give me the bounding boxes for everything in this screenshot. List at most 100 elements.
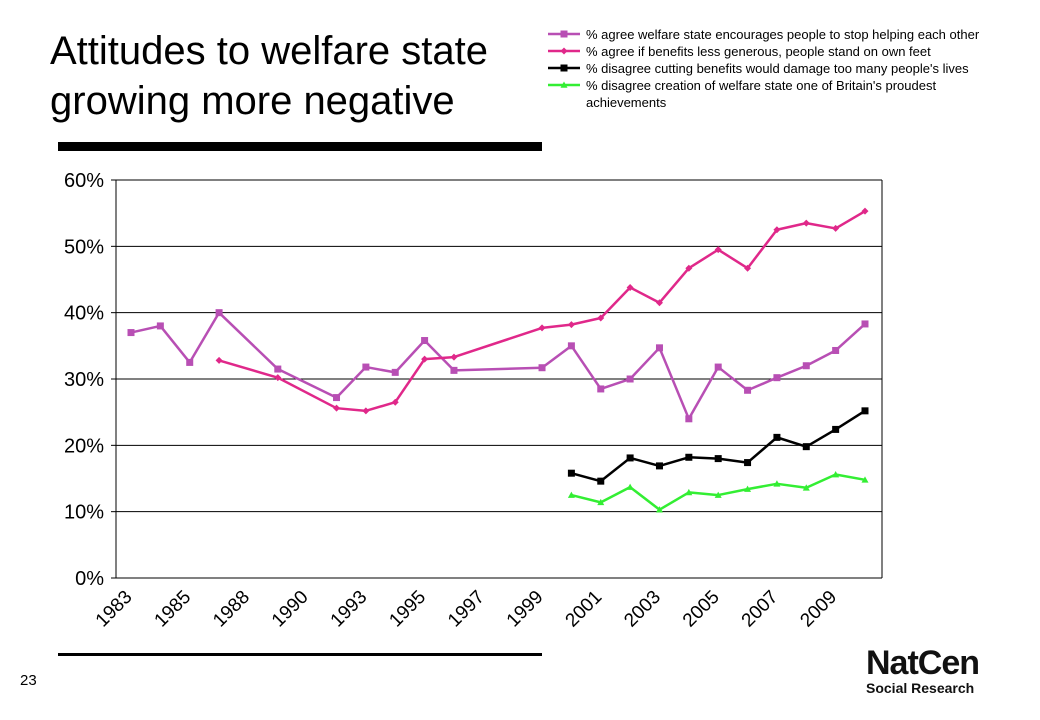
legend-swatch (548, 47, 580, 55)
point (655, 506, 663, 513)
x-tick-label: 1988 (209, 587, 254, 632)
point (714, 455, 722, 463)
point (714, 363, 722, 371)
point (802, 362, 810, 370)
point (744, 264, 752, 272)
line-segment (805, 473, 837, 489)
point (567, 342, 575, 350)
line-segment (188, 312, 221, 364)
point (744, 485, 752, 492)
line-segment (835, 210, 866, 230)
point (802, 219, 810, 227)
point (215, 356, 223, 364)
legend-marker (560, 47, 568, 55)
y-tick-label: 30% (64, 369, 104, 391)
point (861, 320, 869, 328)
line-segment (365, 365, 396, 374)
point (597, 498, 605, 506)
line-segment (717, 366, 749, 392)
point (391, 368, 399, 376)
line-segment (717, 487, 748, 497)
point (186, 358, 194, 366)
point (832, 471, 840, 478)
legend-label: % disagree creation of welfare state one… (586, 78, 937, 110)
point (567, 469, 575, 477)
point (597, 385, 605, 393)
point (391, 398, 399, 406)
x-tick-label: 2005 (679, 587, 724, 632)
line-segment (776, 436, 807, 448)
line-segment (423, 339, 455, 372)
point (597, 314, 605, 322)
line-segment (218, 359, 279, 379)
line-segment (277, 376, 338, 410)
line-segment (776, 364, 807, 379)
legend-marker (560, 64, 568, 72)
y-tick-label: 10% (64, 502, 104, 524)
line-segment (718, 457, 748, 464)
point (685, 488, 693, 496)
x-tick-label: 1985 (151, 587, 196, 632)
line-segment (629, 286, 661, 304)
line-segment (453, 326, 543, 359)
line-segment (688, 456, 719, 460)
line-segment (806, 221, 836, 230)
point (773, 480, 781, 487)
legend: % agree welfare state encourages people … (548, 26, 988, 111)
point (655, 462, 663, 470)
point (538, 364, 546, 372)
line-segment (335, 366, 367, 399)
point (567, 321, 575, 329)
x-tick-label: 1983 (92, 587, 137, 632)
slide-title: Attitudes to welfare state growing more … (50, 29, 489, 123)
line-segment (805, 428, 837, 448)
line-segment (776, 221, 807, 231)
legend-marker (560, 81, 568, 88)
point (773, 226, 781, 234)
footer-rule (58, 653, 542, 656)
point (362, 407, 370, 415)
line-segment (599, 286, 632, 319)
point (744, 386, 752, 394)
line-segment (629, 456, 660, 468)
point (421, 355, 429, 363)
x-tick-label: 1999 (503, 587, 548, 632)
point (450, 353, 458, 361)
line-segment (688, 248, 719, 270)
x-tick-label: 2003 (620, 587, 665, 632)
line-segment (365, 401, 396, 413)
line-segment (599, 456, 631, 483)
line-segment (541, 344, 573, 369)
legend-swatch (548, 81, 580, 88)
point (362, 363, 370, 371)
point (127, 329, 135, 337)
legend-entry: % agree welfare state encourages people … (548, 26, 988, 43)
point (714, 491, 722, 498)
point (626, 454, 634, 462)
line-segment (746, 436, 778, 464)
line-segment (424, 355, 455, 361)
line-segment (658, 347, 690, 420)
line-segment (571, 471, 602, 483)
line-segment (336, 406, 366, 413)
legend-entry: % disagree creation of welfare state one… (548, 77, 988, 111)
point (333, 404, 341, 412)
x-tick-label: 1993 (327, 587, 372, 632)
line-segment (277, 367, 338, 399)
point (626, 283, 634, 291)
point (802, 484, 810, 491)
y-tick-label: 60% (64, 170, 104, 192)
point (832, 425, 840, 433)
line-segment (159, 325, 191, 364)
point (538, 324, 546, 332)
legend-label: % disagree cutting benefits would damage… (586, 61, 969, 76)
x-tick-label: 2007 (738, 587, 783, 632)
y-tick-label: 50% (64, 236, 104, 258)
line-segment (629, 486, 661, 511)
point (861, 407, 869, 415)
line-segment (571, 493, 602, 504)
point (274, 365, 282, 373)
legend-entry: % agree if benefits less generous, peopl… (548, 43, 988, 60)
point (714, 246, 722, 254)
legend-label: % agree welfare state encourages people … (586, 27, 980, 42)
